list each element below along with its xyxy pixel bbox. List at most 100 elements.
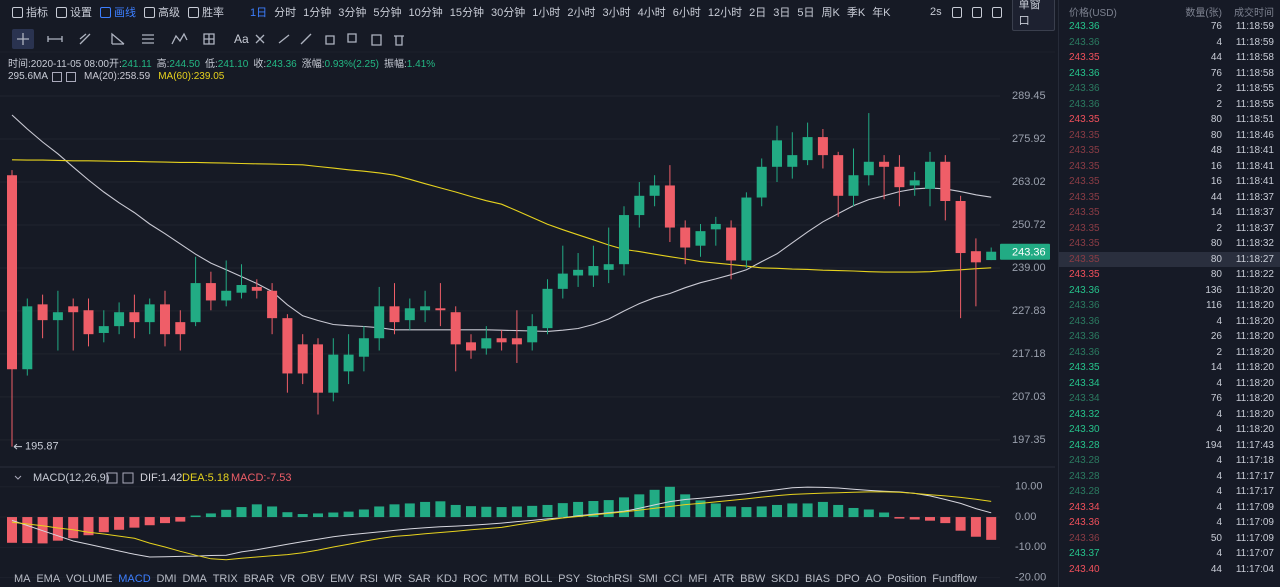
trade-row: 243.36 2 11:18:55 xyxy=(1059,81,1280,97)
candle-body xyxy=(343,354,354,372)
indicator-tab[interactable]: MACD xyxy=(118,573,151,585)
trade-qty: 4 xyxy=(1216,36,1222,48)
macd-bar xyxy=(83,517,94,536)
indicator-tab[interactable]: VR xyxy=(279,573,296,585)
indicator-tab[interactable]: KDJ xyxy=(436,573,458,585)
info-label: 涨幅: xyxy=(301,59,325,70)
indicator-tab[interactable]: RSI xyxy=(359,573,379,585)
trade-time: 11:18:20 xyxy=(1235,331,1274,342)
interval[interactable]: 3日 xyxy=(773,7,791,19)
trade-price: 243.35 xyxy=(1069,191,1100,203)
candle-body xyxy=(160,304,170,335)
trade-time: 11:18:32 xyxy=(1235,238,1274,249)
interval[interactable]: 2日 xyxy=(749,7,767,19)
indicator-tab[interactable]: BBW xyxy=(740,573,766,585)
trade-price: 243.34 xyxy=(1069,393,1100,404)
interval[interactable]: 5分钟 xyxy=(373,7,402,19)
indicator-tab[interactable]: DPO xyxy=(835,573,860,585)
macd-bar xyxy=(68,517,79,539)
trade-qty: 2 xyxy=(1216,98,1222,110)
ma-close[interactable] xyxy=(66,71,77,82)
trade-qty: 14 xyxy=(1210,207,1222,218)
indicator-tab[interactable]: DMI xyxy=(156,573,177,585)
indicator-tab[interactable]: SAR xyxy=(408,573,431,585)
interval[interactable]: 3小时 xyxy=(602,7,631,19)
macd-bar xyxy=(221,509,232,518)
interval[interactable]: 3分钟 xyxy=(338,7,367,19)
macd-bar xyxy=(22,517,33,544)
indicator-tab[interactable]: WR xyxy=(383,573,403,585)
interval[interactable]: 6小时 xyxy=(672,7,701,19)
interval[interactable]: 1小时 xyxy=(532,7,561,19)
indicator-tab[interactable]: BIAS xyxy=(804,573,831,585)
indicator-tab[interactable]: AO xyxy=(865,573,882,585)
indicator-tab[interactable]: BOLL xyxy=(524,573,553,585)
interval[interactable]: 年K xyxy=(872,7,891,19)
trade-row: 243.36 50 11:17:09 xyxy=(1059,531,1280,547)
trade-row: 243.36 4 11:18:59 xyxy=(1059,35,1280,51)
interval[interactable]: 5日 xyxy=(797,7,815,19)
fullscreen-icon[interactable] xyxy=(951,6,962,18)
indicator-tabs: MA EMA VOLUME MACD DMI DMA TRIX BRAR VR OBV EMV RSI… xyxy=(14,573,977,587)
ma-settings[interactable] xyxy=(52,71,63,82)
indicator-tab[interactable]: PSY xyxy=(558,573,581,585)
trade-qty: 2 xyxy=(1216,346,1222,358)
trade-qty: 44 xyxy=(1210,563,1222,575)
indicator-tab[interactable]: OBV xyxy=(301,573,325,585)
indicator-tab[interactable]: MTM xyxy=(493,573,519,585)
interval[interactable]: 30分钟 xyxy=(491,7,526,19)
menu-icon xyxy=(100,6,111,18)
y-tick-label: -10.00 xyxy=(1015,541,1046,553)
indicator-tab[interactable]: VOLUME xyxy=(65,573,113,585)
menu-item[interactable]: 设置 xyxy=(56,4,92,20)
camera-icon[interactable] xyxy=(991,6,1002,18)
indicator-tab[interactable]: EMV xyxy=(330,573,354,585)
candle-body xyxy=(542,288,553,329)
macd-bar xyxy=(236,507,247,518)
trade-time: 11:18:59 xyxy=(1235,36,1274,48)
indicator-tab[interactable]: SKDJ xyxy=(771,573,800,585)
indicator-tab[interactable]: StochRSI xyxy=(585,573,633,585)
macd-bar xyxy=(374,506,385,518)
menu-item[interactable]: 高级 xyxy=(144,4,180,20)
interval[interactable]: 15分钟 xyxy=(449,7,484,19)
window-select[interactable]: 单窗口 xyxy=(1011,0,1055,31)
indicator-tab[interactable]: Position xyxy=(887,573,927,585)
indicator-tab[interactable]: BRAR xyxy=(243,573,275,585)
interval[interactable]: 1分钟 xyxy=(303,7,332,19)
macd-bar xyxy=(144,517,155,526)
interval[interactable]: 4小时 xyxy=(637,7,666,19)
indicator-tab[interactable]: ROC xyxy=(463,573,488,585)
trade-row: 243.34 4 11:18:20 xyxy=(1059,376,1280,392)
y-tick-label: 197.35 xyxy=(1012,434,1046,446)
menu: 指标 设置 画线 高级 胜率 xyxy=(0,0,224,24)
menu-item[interactable]: 胜率 xyxy=(188,4,224,20)
interval-select[interactable]: 1日 xyxy=(250,7,268,19)
indicator-tab[interactable]: ATR xyxy=(713,573,735,585)
trade-price: 243.36 xyxy=(1069,532,1100,544)
candle-body xyxy=(940,161,951,202)
interval[interactable]: 季K xyxy=(846,7,866,19)
interval[interactable]: 分时 xyxy=(274,7,297,19)
interval[interactable]: 周K xyxy=(821,7,840,19)
candle-body xyxy=(175,322,186,335)
indicator-tab[interactable]: CCI xyxy=(663,573,683,585)
settings-icon[interactable] xyxy=(971,6,982,18)
interval[interactable]: 2小时 xyxy=(567,7,596,19)
interval[interactable]: 10分钟 xyxy=(408,7,443,19)
indicator-tab[interactable]: SMI xyxy=(638,573,658,585)
menu-item[interactable]: 指标 xyxy=(12,4,48,20)
text-tool[interactable]: Aa xyxy=(234,32,249,46)
indicator-tab[interactable]: EMA xyxy=(36,573,61,585)
macd-settings[interactable] xyxy=(106,472,118,484)
indicator-tab[interactable]: Fundflow xyxy=(932,573,977,585)
macd-bar xyxy=(741,507,752,518)
interval[interactable]: 12小时 xyxy=(707,7,743,19)
menu-item[interactable]: 画线 xyxy=(100,4,136,20)
indicator-tab[interactable]: TRIX xyxy=(212,573,238,585)
indicator-tab[interactable]: DMA xyxy=(182,573,207,585)
refresh[interactable]: 2s xyxy=(930,6,942,18)
trade-row: 243.34 76 11:18:20 xyxy=(1059,391,1280,407)
indicator-tab[interactable]: MA xyxy=(14,573,31,585)
indicator-tab[interactable]: MFI xyxy=(688,573,708,585)
